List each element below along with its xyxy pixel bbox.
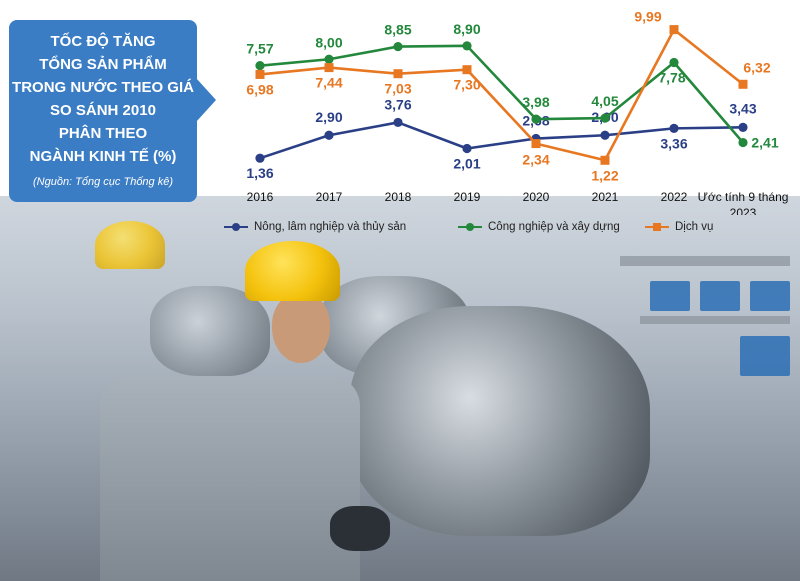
x-tick-label: 2016 (247, 190, 274, 204)
legend-item-services: Dịch vụ (645, 217, 713, 237)
industry-point-marker (531, 114, 541, 124)
legend-label: Công nghiệp và xây dựng (488, 221, 620, 233)
industry-point-marker (600, 113, 610, 123)
legend-swatch (458, 223, 482, 231)
title-line: TRONG NƯỚC THEO GIÁ (12, 79, 194, 96)
industry-data-label: 7,78 (658, 70, 685, 86)
services-point-marker (600, 155, 610, 165)
x-tick-label: 2022 (661, 190, 688, 204)
industry-data-label: 2,41 (751, 135, 778, 151)
agriculture-point-marker (600, 130, 610, 140)
source-note: (Nguồn: Tổng cục Thống kê) (32, 176, 174, 188)
title-line: TỔNG SẢN PHẨM (39, 56, 167, 73)
agriculture-data-label: 2,01 (453, 156, 480, 172)
title-line: PHÂN THEO (58, 125, 148, 142)
agriculture-series-line (259, 121, 744, 160)
services-data-label: 7,03 (384, 81, 411, 97)
x-tick-label: 2019 (454, 190, 481, 204)
chart-title: TỐC ĐỘ TĂNG TỔNG SẢN PHẨM TRONG NƯỚC THE… (9, 30, 197, 168)
agriculture-data-label: 3,43 (729, 100, 756, 116)
industry-point-marker (462, 41, 472, 51)
services-data-label: 6,98 (246, 81, 273, 97)
services-point-marker (462, 65, 472, 75)
industry-point-marker (255, 61, 265, 71)
agriculture-data-label: 3,76 (384, 96, 411, 112)
services-point-marker (738, 79, 748, 89)
services-point-marker (531, 139, 541, 149)
legend-label: Nông, lâm nghiệp và thủy sản (254, 221, 407, 233)
title-line: NGÀNH KINH TẾ (%) (29, 148, 177, 165)
x-tick-label: 2018 (385, 190, 412, 204)
x-tick-label: 2023 (730, 206, 757, 215)
services-point-marker (393, 69, 403, 79)
services-data-label: 7,30 (453, 77, 480, 93)
industry-data-label: 8,00 (315, 34, 342, 50)
industry-point-marker (324, 54, 334, 64)
services-data-label: 6,32 (743, 59, 770, 75)
agriculture-data-label: 1,36 (246, 165, 273, 181)
services-series-line (259, 28, 744, 162)
industry-data-label: 8,85 (384, 22, 411, 38)
industry-point-marker (669, 57, 679, 68)
x-tick-label: 2017 (316, 190, 343, 204)
industry-data-label: 4,05 (591, 93, 618, 109)
x-tick-label: 2020 (523, 190, 550, 204)
industry-data-label: 7,57 (246, 41, 273, 57)
agriculture-point-marker (393, 117, 403, 128)
agriculture-point-marker (255, 153, 265, 163)
line-chart: 2016 2017 2018 2019 2020 2021 2022 Ước tính 9 t… (246, 9, 789, 215)
agriculture-point-marker (669, 123, 679, 133)
services-point-marker (255, 69, 265, 79)
services-data-label: 2,34 (522, 152, 549, 168)
title-box (9, 20, 197, 202)
legend-item-industry: Công nghiệp và xây dựng (458, 217, 620, 237)
x-tick-label: Ước tính 9 tháng (698, 190, 789, 204)
legend-swatch (645, 223, 669, 231)
legend-item-agriculture: Nông, lâm nghiệp và thủy sản (224, 217, 406, 237)
legend-swatch (224, 223, 248, 231)
services-point-marker (669, 25, 679, 35)
services-data-label: 7,44 (315, 75, 342, 91)
agriculture-data-label: 2,90 (315, 109, 342, 125)
services-point-marker (324, 63, 334, 73)
services-data-label: 9,99 (634, 9, 661, 25)
industry-data-label: 8,90 (453, 21, 480, 37)
industry-series-line (259, 44, 744, 144)
agriculture-point-marker (462, 143, 472, 154)
legend-label: Dịch vụ (675, 221, 714, 233)
title-arrow (196, 78, 216, 122)
title-line: TỐC ĐỘ TĂNG (50, 33, 156, 50)
agriculture-point-marker (738, 122, 748, 132)
title-line: SO SÁNH 2010 (50, 102, 156, 119)
factory-photo (0, 196, 800, 581)
agriculture-data-label: 3,36 (660, 135, 687, 151)
industry-point-marker (738, 137, 748, 148)
services-data-label: 1,22 (591, 167, 618, 183)
industry-point-marker (393, 41, 403, 52)
industry-data-label: 3,98 (522, 94, 549, 110)
agriculture-point-marker (324, 130, 334, 140)
x-tick-label: 2021 (592, 190, 619, 204)
